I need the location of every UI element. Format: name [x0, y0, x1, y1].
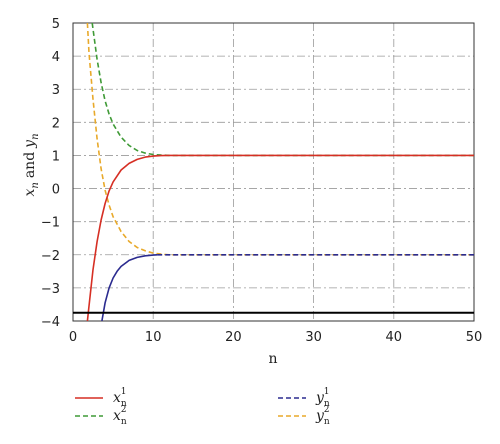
y-tick-label: 0	[52, 183, 60, 198]
x-tick-label: 0	[69, 330, 77, 345]
grid	[73, 23, 474, 321]
x-tick-label: 30	[305, 330, 322, 345]
y-axis-title: xnandyn	[22, 133, 41, 196]
x-tick-label: 40	[386, 330, 403, 345]
y-axis-title-x-sub: n	[30, 182, 41, 188]
x-tick-label: 10	[145, 330, 162, 345]
y-tick-label: 3	[52, 83, 60, 98]
legend-item: yn2	[278, 405, 330, 427]
y-tick-label: 1	[52, 149, 60, 164]
series-line-4	[101, 254, 158, 321]
series-line-0	[86, 154, 474, 321]
y-tick-label: 2	[52, 116, 60, 131]
y-tick-label: −2	[41, 249, 60, 264]
series-layer	[73, 23, 474, 321]
y-axis-title-and: and	[22, 152, 38, 178]
legend-label: yn2	[315, 405, 330, 427]
legend-label: yn1	[315, 387, 330, 409]
legend-label: xn2	[113, 405, 127, 427]
legend-label: xn1	[113, 387, 127, 409]
legend-item: xn2	[75, 405, 127, 427]
y-tick-label: 5	[52, 17, 60, 32]
series-line-3	[86, 23, 474, 256]
y-tick-label: −1	[41, 216, 60, 231]
y-tick-label: −3	[41, 282, 60, 297]
legend-item: yn1	[278, 387, 330, 409]
y-axis-title-y: y	[22, 139, 38, 149]
legend-item: xn1	[75, 387, 127, 409]
x-tick-label: 50	[466, 330, 483, 345]
y-axis-title-y-sub: n	[30, 133, 41, 139]
x-axis-title: n	[268, 351, 277, 367]
x-tick-label: 20	[225, 330, 242, 345]
svg-text:xnandyn: xnandyn	[22, 133, 41, 196]
y-tick-label: −4	[41, 315, 60, 330]
plot-frame	[72, 22, 475, 322]
y-axis-title-x: x	[22, 189, 38, 197]
y-tick-label: 4	[52, 50, 60, 65]
